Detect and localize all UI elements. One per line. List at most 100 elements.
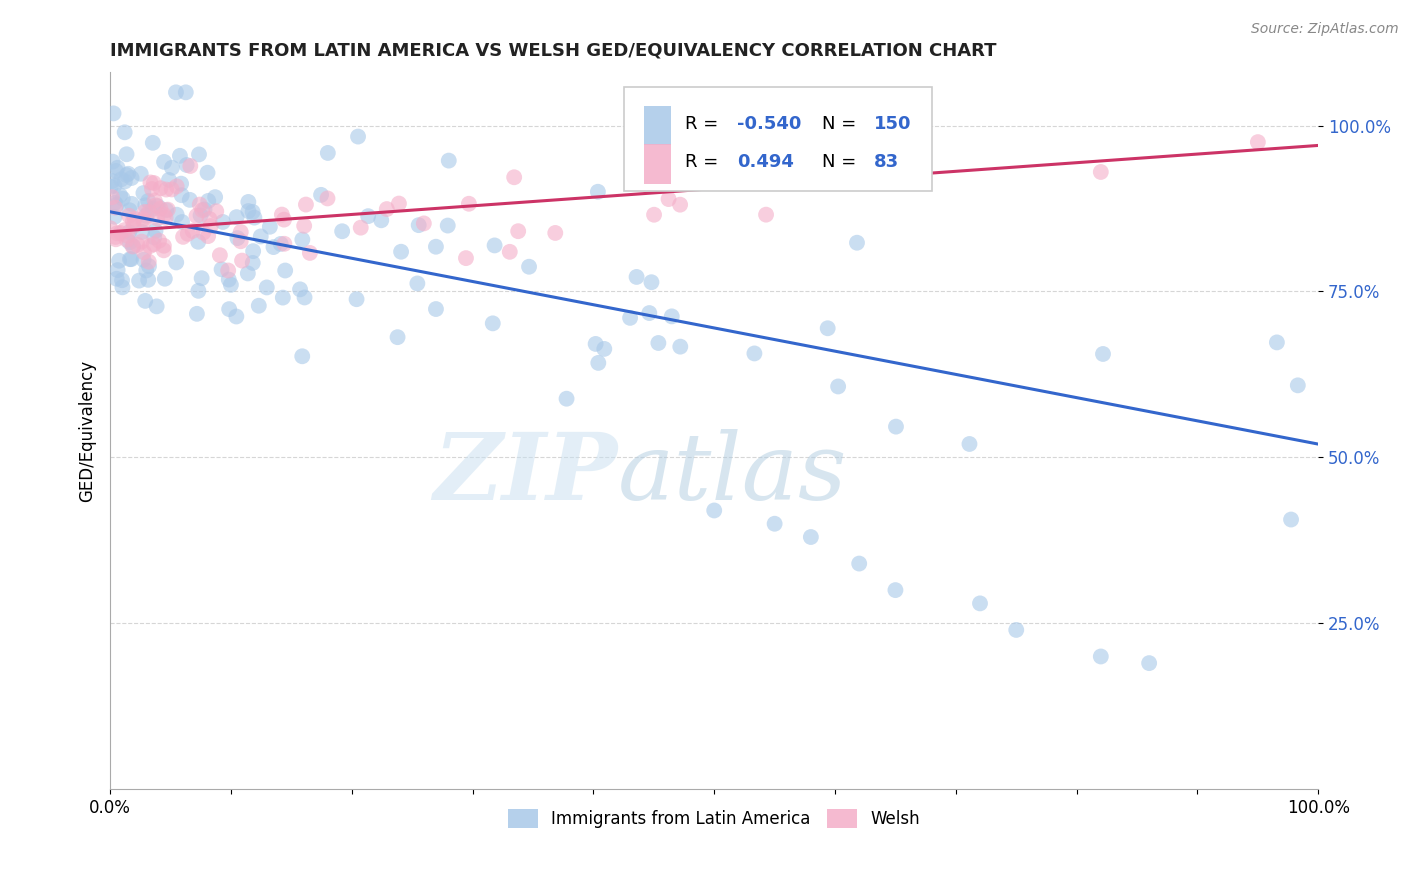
Point: [517, 260, 540, 274]
Point: [309, 187, 332, 202]
Point: [143, 230, 166, 244]
Point: [291, 233, 314, 247]
Point: [160, 182, 183, 196]
Point: [204, 190, 226, 204]
Point: [141, 182, 163, 196]
Point: [145, 224, 167, 238]
Point: [101, 154, 124, 169]
Point: [170, 215, 193, 229]
Point: [270, 236, 292, 251]
Point: [155, 182, 177, 196]
Point: [298, 246, 321, 260]
Point: [959, 437, 981, 451]
Point: [111, 280, 134, 294]
Point: [347, 129, 370, 144]
Point: [104, 210, 127, 224]
Point: [188, 197, 211, 211]
Point: [110, 226, 132, 240]
Point: [288, 282, 311, 296]
Point: [242, 256, 264, 270]
Point: [388, 196, 411, 211]
Point: [1137, 656, 1160, 670]
Point: [236, 267, 259, 281]
Point: [238, 194, 260, 209]
Point: [146, 211, 169, 226]
Point: [225, 310, 247, 324]
Point: [118, 235, 141, 250]
Point: [149, 181, 172, 195]
Point: [115, 147, 138, 161]
Point: [1091, 347, 1114, 361]
Point: [153, 208, 176, 222]
Point: [104, 201, 127, 215]
Point: [118, 203, 141, 218]
Point: [827, 379, 849, 393]
Legend: Immigrants from Latin America, Welsh: Immigrants from Latin America, Welsh: [502, 802, 927, 835]
Point: [350, 220, 373, 235]
Point: [191, 203, 214, 218]
Point: [122, 239, 145, 253]
Point: [111, 192, 134, 206]
Point: [166, 179, 188, 194]
Point: [884, 583, 907, 598]
Point: [121, 197, 143, 211]
Point: [107, 263, 129, 277]
Point: [242, 204, 264, 219]
Point: [174, 86, 197, 100]
Point: [156, 202, 179, 217]
Point: [292, 219, 315, 233]
Point: [197, 229, 219, 244]
Point: [884, 419, 907, 434]
Point: [247, 299, 270, 313]
Point: [181, 224, 204, 238]
Point: [544, 226, 567, 240]
Point: [170, 177, 193, 191]
Point: [242, 244, 264, 259]
Point: [271, 291, 294, 305]
Point: [135, 209, 157, 223]
Text: N =: N =: [821, 114, 862, 133]
Text: 150: 150: [873, 114, 911, 133]
Point: [114, 174, 136, 188]
Point: [148, 234, 170, 248]
Point: [231, 253, 253, 268]
Point: [375, 202, 398, 216]
Point: [658, 192, 681, 206]
Y-axis label: GED/Equivalency: GED/Equivalency: [79, 359, 96, 502]
Point: [146, 199, 169, 213]
Point: [165, 255, 187, 269]
Point: [330, 224, 353, 238]
Text: ZIP: ZIP: [433, 429, 617, 519]
Point: [136, 273, 159, 287]
Point: [406, 277, 429, 291]
Point: [108, 188, 131, 202]
Point: [389, 244, 412, 259]
Point: [179, 159, 201, 173]
Point: [437, 153, 460, 168]
Point: [638, 306, 661, 320]
Point: [669, 197, 692, 211]
Point: [217, 263, 239, 277]
Point: [132, 214, 155, 228]
Point: [166, 208, 188, 222]
Point: [585, 337, 607, 351]
Point: [457, 196, 479, 211]
Point: [187, 235, 209, 249]
Point: [100, 179, 122, 194]
Point: [143, 194, 166, 208]
Point: [744, 346, 766, 360]
Point: [316, 145, 339, 160]
Point: [225, 210, 247, 224]
Point: [212, 215, 235, 229]
Point: [103, 106, 125, 120]
Point: [134, 198, 156, 212]
Point: [101, 190, 124, 204]
Text: R =: R =: [685, 114, 724, 133]
FancyBboxPatch shape: [624, 87, 932, 191]
Point: [103, 178, 125, 193]
Point: [104, 232, 127, 246]
Point: [259, 219, 281, 234]
Point: [229, 234, 252, 248]
Point: [117, 167, 139, 181]
Point: [138, 259, 160, 273]
